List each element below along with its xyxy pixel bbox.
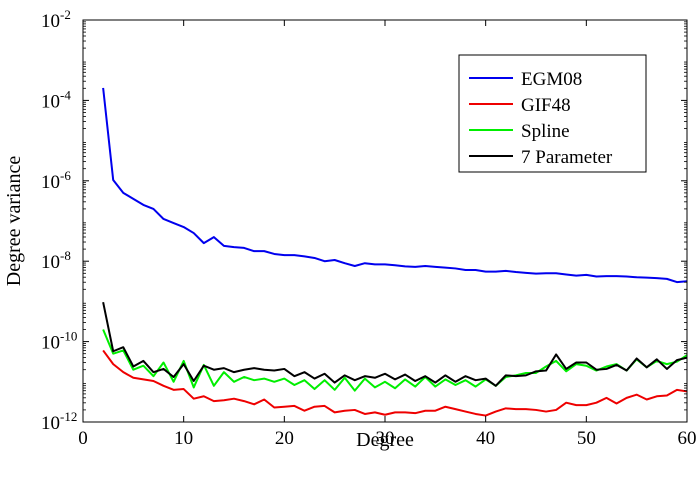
y-tick-exponent: -8 xyxy=(60,248,71,263)
y-tick-label: 10-2 xyxy=(41,7,71,32)
series-line-egm08 xyxy=(102,87,688,284)
y-tick-exponent: -10 xyxy=(60,329,77,344)
legend-label: 7 Parameter xyxy=(521,147,613,168)
y-tick-exponent: -12 xyxy=(60,409,77,424)
y-tick-label: 10-4 xyxy=(41,87,71,112)
y-tick-label: 10-12 xyxy=(41,409,77,434)
series-line-spline xyxy=(102,329,688,392)
x-tick-label: 60 xyxy=(678,428,697,449)
x-axis-label: Degree xyxy=(356,429,414,451)
legend-box xyxy=(458,54,647,173)
y-tick-exponent: -6 xyxy=(60,168,71,183)
x-tick-label: 50 xyxy=(577,428,596,449)
y-tick-exponent: -4 xyxy=(60,87,71,102)
y-tick-label: 10-6 xyxy=(41,168,71,193)
legend: EGM08 GIF48 Spline 7 Parameter xyxy=(458,54,647,173)
legend-label: GIF48 xyxy=(521,95,571,116)
plot-area xyxy=(102,87,688,417)
x-tick-label: 40 xyxy=(476,428,495,449)
y-tick-base: 10 xyxy=(41,413,60,434)
y-tick-base: 10 xyxy=(41,11,60,32)
y-tick-label: 10-8 xyxy=(41,248,71,273)
y-tick-base: 10 xyxy=(41,333,60,354)
x-tick-label: 0 xyxy=(78,428,88,449)
legend-label: EGM08 xyxy=(521,69,582,90)
x-tick-label: 30 xyxy=(376,428,395,449)
series-line-gif48 xyxy=(102,349,688,417)
y-tick-base: 10 xyxy=(41,252,60,273)
y-tick-base: 10 xyxy=(41,91,60,112)
y-axis-label: Degree variance xyxy=(3,156,25,287)
x-axis-ticks: 0 10 20 30 40 50 60 xyxy=(78,20,697,449)
y-tick-base: 10 xyxy=(41,172,60,193)
x-tick-label: 10 xyxy=(174,428,193,449)
series-line-7-parameter xyxy=(102,301,688,387)
y-tick-exponent: -2 xyxy=(60,7,71,22)
legend-label: Spline xyxy=(521,121,570,142)
x-tick-label: 20 xyxy=(275,428,294,449)
y-tick-label: 10-10 xyxy=(41,329,77,354)
